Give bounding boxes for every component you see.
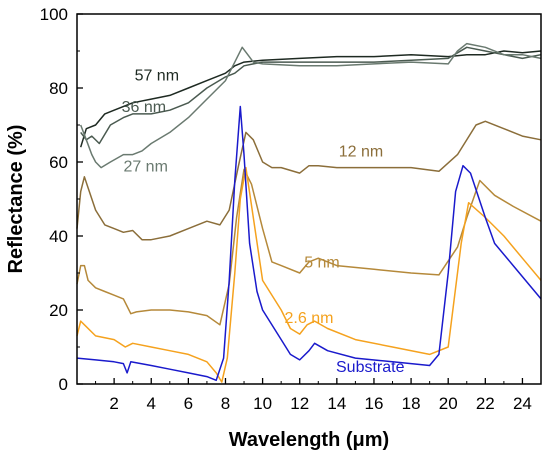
x-tick-label: 22: [476, 394, 495, 413]
y-tick-label: 0: [59, 375, 68, 394]
series-line-12-nm: [76, 120, 542, 241]
x-tick-label: 14: [327, 394, 346, 413]
series-label-2-6-nm: 2.6 nm: [285, 310, 334, 327]
series-line-5-nm: [76, 168, 542, 326]
x-tick-label: 2: [109, 394, 118, 413]
x-tick-label: 12: [290, 394, 309, 413]
y-tick-label: 20: [49, 301, 68, 320]
series-label-5-nm: 5 nm: [304, 254, 340, 271]
series-line-27-nm: [79, 42, 542, 169]
series-group: [76, 42, 542, 383]
x-tick-label: 10: [253, 394, 272, 413]
x-tick-label: 24: [513, 394, 532, 413]
series-label-57-nm: 57 nm: [135, 68, 179, 85]
series-label-12-nm: 12 nm: [339, 143, 383, 160]
x-tick-label: 4: [147, 394, 156, 413]
y-tick-label: 40: [49, 227, 68, 246]
series-line-2-6-nm: [76, 166, 542, 383]
y-tick-label: 60: [49, 153, 68, 172]
y-axis: 0 20 40 60 80 100: [40, 5, 83, 394]
y-tick-label: 100: [40, 5, 68, 24]
x-tick-label: 20: [439, 394, 458, 413]
series-labels: 57 nm 36 nm 27 nm 12 nm 5 nm 2.6 nm Substrate: [122, 68, 405, 377]
x-tick-label: 8: [221, 394, 230, 413]
x-tick-label: 6: [184, 394, 193, 413]
y-tick-label: 80: [49, 79, 68, 98]
series-label-substrate: Substrate: [336, 359, 405, 376]
series-line-substrate: [76, 105, 542, 382]
x-axis: 2 4 6 8 10 12 14 16 18 20 22 24: [95, 378, 532, 413]
x-axis-title: Wavelength (μm): [229, 429, 389, 451]
x-tick-label: 18: [402, 394, 421, 413]
series-label-36-nm: 36 nm: [122, 99, 166, 116]
series-label-27-nm: 27 nm: [123, 158, 167, 175]
series-line-57-nm: [79, 50, 542, 148]
x-tick-label: 16: [364, 394, 383, 413]
series-line-36-nm: [80, 46, 542, 145]
y-axis-title: Reflectance (%): [5, 125, 27, 274]
